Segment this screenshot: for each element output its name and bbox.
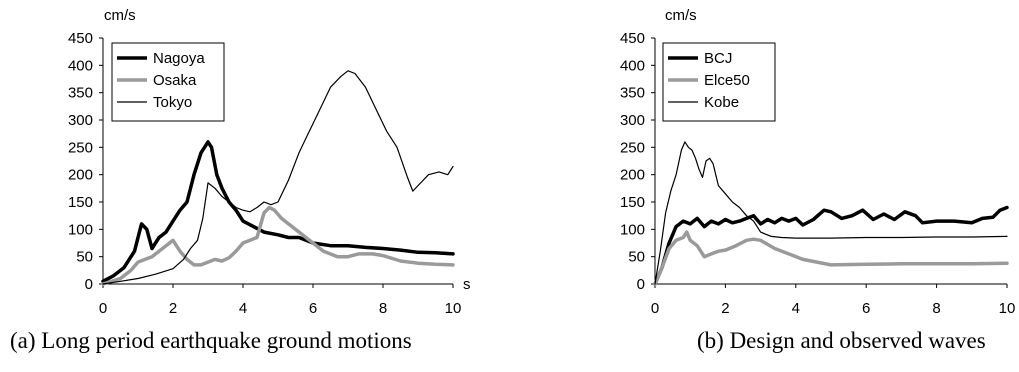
x-tick-label: 4 xyxy=(239,300,247,317)
y-tick-label: 200 xyxy=(68,167,93,184)
series-line-tokyo xyxy=(102,70,454,285)
y-tick-label: 200 xyxy=(620,167,645,184)
x-tick-label: 2 xyxy=(721,300,729,317)
y-tick-label: 350 xyxy=(620,85,645,102)
y-tick-label: 400 xyxy=(68,57,93,74)
x-tick-label: 8 xyxy=(932,300,940,317)
legend-box xyxy=(111,42,225,122)
caption-b: (b) Design and observed waves xyxy=(697,328,986,353)
y-tick-label: 0 xyxy=(85,276,93,293)
x-tick-label: 6 xyxy=(862,300,870,317)
y-tick-label: 150 xyxy=(68,194,93,211)
y-tick-label: 450 xyxy=(68,30,93,47)
x-tick-label: 2 xyxy=(169,300,177,317)
y-tick-label: 250 xyxy=(68,139,93,156)
x-tick-label: 4 xyxy=(792,300,800,317)
legend: BCJ Elce50 Kobe xyxy=(662,42,776,122)
legend-label-osaka: Osaka xyxy=(153,72,197,89)
y-axis-unit: cm/s xyxy=(665,7,697,24)
y-tick-label: 300 xyxy=(68,112,93,129)
chart-panel-a: cm/s 0 50 100 150 200 250 300 350 400 450 0 2 4 6 8 10s N… xyxy=(68,7,471,317)
y-axis-unit: cm/s xyxy=(104,7,136,24)
x-tick-label: 6 xyxy=(309,300,317,317)
chart-panel-b: cm/s 0 50 100 150 200 250 300 350 400 450 0 2 4 6 8 10 BC… xyxy=(620,7,1015,317)
x-axis-unit: s xyxy=(463,276,471,293)
series-line-elce50 xyxy=(653,230,1009,286)
x-tick-label: 0 xyxy=(99,300,107,317)
y-tick-label: 250 xyxy=(620,139,645,156)
y-tick-label: 350 xyxy=(68,85,93,102)
series-line-nagoya xyxy=(101,140,455,284)
legend-label-tokyo: Tokyo xyxy=(153,94,192,111)
legend-box xyxy=(662,42,776,122)
series-line-kobe xyxy=(654,141,1008,285)
y-tick-label: 0 xyxy=(637,276,645,293)
caption-a: (a) Long period earthquake ground motion… xyxy=(10,328,412,353)
x-tick-label: 0 xyxy=(651,300,659,317)
series-line-osaka xyxy=(101,205,455,286)
x-tick-label: 10 xyxy=(999,300,1016,317)
y-tick-label: 50 xyxy=(76,249,93,266)
legend-label-elce50: Elce50 xyxy=(704,72,750,89)
series-line-bcj xyxy=(653,205,1009,286)
legend-label-nagoya: Nagoya xyxy=(153,50,205,67)
legend-label-bcj: BCJ xyxy=(704,50,732,67)
y-tick-label: 450 xyxy=(620,30,645,47)
y-tick-label: 400 xyxy=(620,57,645,74)
y-tick-label: 50 xyxy=(628,249,645,266)
y-tick-label: 300 xyxy=(620,112,645,129)
y-tick-label: 100 xyxy=(68,221,93,238)
y-tick-label: 100 xyxy=(620,221,645,238)
x-tick-label: 10 xyxy=(445,300,462,317)
legend: Nagoya Osaka Tokyo xyxy=(111,42,225,122)
x-tick-label: 8 xyxy=(379,300,387,317)
y-tick-label: 150 xyxy=(620,194,645,211)
legend-label-kobe: Kobe xyxy=(704,94,739,111)
